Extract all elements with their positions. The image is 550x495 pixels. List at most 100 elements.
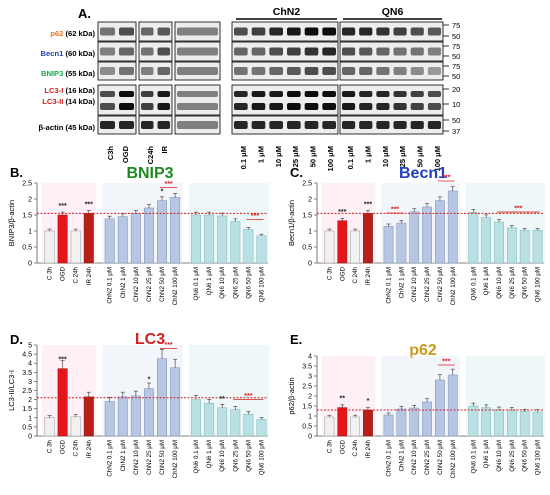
blot-band [427, 67, 441, 75]
marker-label: 75 [452, 62, 460, 71]
y-tick-label: 0.5 [22, 245, 32, 252]
bar-12 [494, 409, 504, 437]
x-tick-label: QN6 25 μM [509, 440, 516, 472]
significance-mark: *** [59, 203, 67, 210]
blot-band [376, 47, 390, 56]
x-tick-label: C 24h [352, 439, 359, 456]
blot-band [177, 121, 218, 129]
significance-mark: ** [340, 396, 346, 403]
y-tick-label: 2 [28, 397, 32, 404]
bar-6 [409, 211, 420, 264]
blot-band [234, 91, 248, 97]
blot-band [157, 121, 170, 129]
y-tick-label: 1 [308, 229, 312, 236]
blot-band [359, 91, 373, 97]
x-tick-label: ChN2 10 μM [411, 267, 418, 302]
x-tick-label: QN6 10 μM [496, 267, 503, 299]
lane-label: OGD [121, 145, 130, 163]
chart-title: LC3 [135, 331, 165, 348]
blot-band [177, 67, 218, 75]
x-tick-label: QN6 100 μM [258, 440, 265, 475]
chart-lc3: D. LC3 0 0.5 1 1.5 2 2.5 3 3.5 4 4.5 5 LC3-II/LC3-I C … [7, 331, 269, 478]
significance-mark: *** [59, 357, 67, 364]
x-tick-label: OGD [60, 439, 67, 454]
blot-band [342, 121, 356, 129]
x-tick-label: ChN2 10 μM [133, 440, 140, 475]
y-tick-label: 3 [308, 374, 312, 381]
x-tick-label: QN6 50 μM [522, 267, 529, 299]
y-tick-label: 0 [308, 261, 312, 268]
marker-label: 75 [452, 21, 460, 30]
y-axis-label: p62/β-actin [287, 377, 296, 414]
lane-label: 0.1 μM [346, 146, 355, 169]
bar-12 [217, 215, 228, 264]
blot-band [359, 103, 373, 110]
bar-9 [447, 374, 458, 437]
bar-10 [468, 405, 479, 437]
blot-band [304, 121, 319, 129]
bar-5 [117, 396, 128, 437]
blot-band [376, 121, 390, 129]
blot-band [234, 103, 248, 110]
y-tick-label: 1 [28, 415, 32, 422]
blot-band [410, 121, 424, 129]
blot-band [251, 47, 266, 56]
lane-label: 10 μM [381, 146, 390, 167]
blot-band [157, 103, 170, 110]
y-tick-label: 1 [308, 414, 312, 421]
blot-band [157, 91, 170, 97]
x-tick-label: C 24h [352, 266, 359, 283]
blot-band [393, 103, 407, 110]
x-tick-label: QN6 10 μM [219, 440, 226, 472]
lane-label: 25 μM [398, 146, 407, 167]
lane-label: 100 μM [433, 146, 442, 171]
blot-band [141, 91, 154, 97]
marker-label: 50 [452, 32, 460, 41]
x-tick-label: QN6 1 μM [483, 267, 490, 295]
y-tick-label: 1.5 [22, 213, 32, 220]
blot-box [231, 41, 339, 62]
x-tick-label: QN6 25 μM [232, 267, 239, 299]
marker-label: 20 [452, 85, 460, 94]
panel-label: E. [290, 332, 302, 347]
blot-band [119, 67, 134, 75]
significance-mark: *** [338, 209, 346, 216]
x-tick-label: QN6 10 μM [496, 440, 503, 472]
y-tick-label: 0.5 [22, 424, 32, 431]
blot-band [304, 27, 319, 36]
bar-0 [44, 417, 55, 437]
blot-band [119, 103, 134, 110]
blot-box [97, 21, 137, 42]
blot-band [376, 27, 390, 36]
y-tick-label: 4.5 [22, 352, 32, 359]
panel-label: B. [10, 165, 23, 180]
blot-band [287, 47, 301, 56]
y-tick-label: 3.5 [22, 370, 32, 377]
lane-label: IR [160, 145, 169, 153]
bar-6 [130, 213, 141, 264]
bar-14 [243, 229, 254, 264]
y-tick-label: 4 [308, 354, 312, 361]
blot-row-label: β-actin (45 kDa) [38, 123, 95, 132]
bar-5 [396, 222, 407, 264]
x-tick-label: ChN2 100 μM [450, 267, 457, 305]
lane-label: 0.1 μM [239, 146, 248, 169]
blot-band [234, 47, 248, 56]
y-tick-label: 2.5 [22, 388, 32, 395]
x-tick-label: C 3h [326, 266, 333, 280]
x-tick-label: ChN2 50 μM [437, 267, 444, 302]
x-tick-label: C 24h [73, 439, 80, 456]
bar-3 [363, 213, 373, 264]
blot-band [410, 27, 424, 36]
y-tick-label: 1 [28, 229, 32, 236]
bar-2 [350, 416, 360, 437]
blot-band [410, 103, 424, 110]
blot-band [141, 121, 154, 129]
blot-band [177, 91, 218, 97]
bar-4 [383, 225, 394, 264]
x-tick-label: IR 24h [86, 266, 93, 285]
x-tick-label: ChN2 1 μM [120, 267, 127, 298]
bar-9 [170, 197, 181, 264]
blot-box [339, 61, 444, 81]
bar-11 [481, 217, 492, 264]
